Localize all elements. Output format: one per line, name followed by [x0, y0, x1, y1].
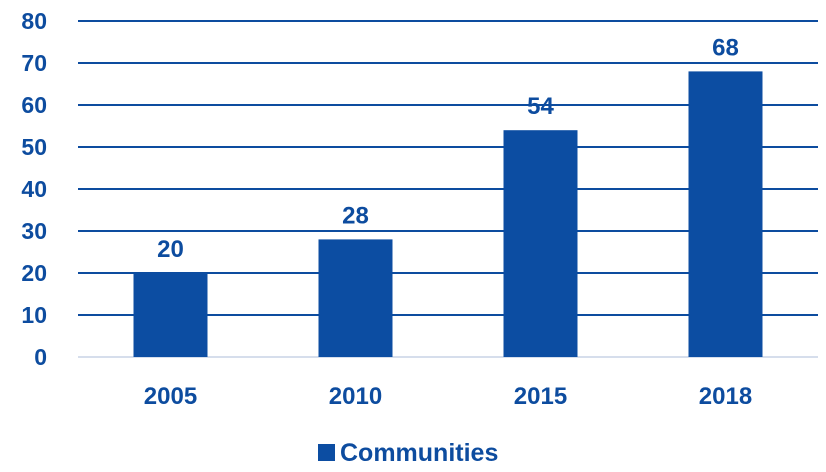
- data-labels: 20 28 54 68: [157, 34, 739, 263]
- y-tick-label-80: 80: [21, 8, 47, 34]
- bars: [133, 71, 763, 358]
- data-label-2005: 20: [157, 236, 184, 263]
- x-tick-label-2015: 2015: [514, 383, 567, 410]
- data-label-2015: 54: [527, 93, 554, 120]
- y-tick-label-30: 30: [21, 218, 47, 244]
- bar-2015: [503, 130, 578, 357]
- x-tick-label-2005: 2005: [144, 383, 197, 410]
- y-axis-tick-labels: 0 10 20 30 40 50 60 70 80: [21, 8, 47, 370]
- bar-2005: [133, 273, 208, 357]
- data-label-2010: 28: [342, 202, 369, 229]
- x-tick-label-2018: 2018: [699, 383, 752, 410]
- y-tick-label-70: 70: [21, 50, 47, 76]
- data-label-2018: 68: [712, 34, 739, 61]
- x-axis-tick-labels: 2005 2010 2015 2018: [144, 383, 752, 410]
- legend: Communities: [318, 439, 498, 467]
- x-tick-label-2010: 2010: [329, 383, 382, 410]
- y-tick-label-20: 20: [21, 260, 47, 286]
- y-tick-label-50: 50: [21, 134, 47, 160]
- bar-2018: [688, 71, 763, 358]
- legend-label-communities: Communities: [340, 439, 498, 467]
- y-tick-label-0: 0: [34, 344, 47, 370]
- y-tick-label-40: 40: [21, 176, 47, 202]
- bar-2010: [318, 239, 393, 357]
- y-tick-label-60: 60: [21, 92, 47, 118]
- y-tick-label-10: 10: [21, 302, 47, 328]
- legend-swatch-communities: [318, 444, 335, 461]
